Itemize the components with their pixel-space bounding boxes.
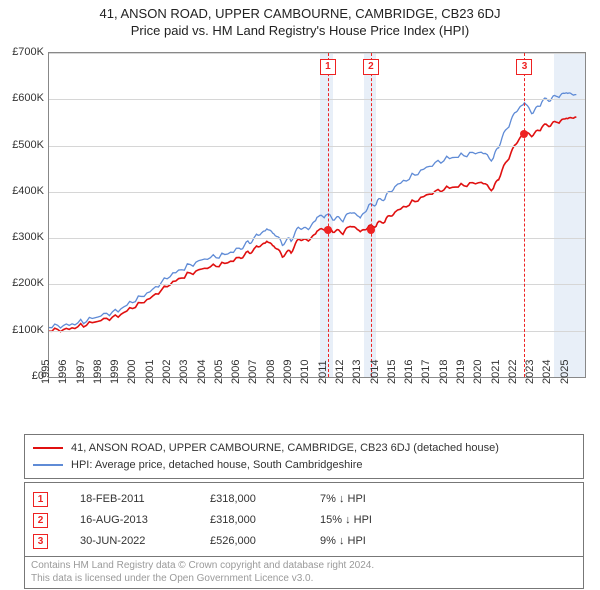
- x-tick-label: 2004: [195, 360, 207, 384]
- x-tick-label: 1999: [109, 360, 121, 384]
- plot-area: 1 2 3: [48, 52, 586, 378]
- x-tick-label: 2006: [230, 360, 242, 384]
- event-badge: 3: [516, 59, 532, 75]
- grid-line: [49, 331, 585, 332]
- series-hpi: [49, 93, 576, 328]
- x-tick-label: 2002: [161, 360, 173, 384]
- event-dash: [328, 53, 329, 377]
- x-tick-label: 2025: [558, 360, 570, 384]
- x-tick-label: 2020: [472, 360, 484, 384]
- x-tick-label: 2024: [541, 360, 553, 384]
- event-row: 2 16-AUG-2013£318,00015% ↓ HPI: [33, 510, 575, 531]
- event-row: 1 18-FEB-2011£318,0007% ↓ HPI: [33, 489, 575, 510]
- x-tick-label: 1997: [74, 360, 86, 384]
- x-tick-label: 2000: [126, 360, 138, 384]
- grid-line: [49, 53, 585, 54]
- x-tick-label: 1998: [92, 360, 104, 384]
- x-tick-label: 2018: [437, 360, 449, 384]
- title-line-1: 41, ANSON ROAD, UPPER CAMBOURNE, CAMBRID…: [0, 6, 600, 23]
- legend-swatch: [33, 464, 63, 466]
- x-tick-label: 2015: [386, 360, 398, 384]
- event-row-date: 30-JUN-2022: [80, 531, 210, 552]
- title-line-2: Price paid vs. HM Land Registry's House …: [0, 23, 600, 40]
- event-row-delta: 7% ↓ HPI: [320, 489, 366, 510]
- event-dash: [524, 53, 525, 377]
- y-tick-label: £700K: [12, 46, 44, 58]
- event-row-badge: 1: [33, 492, 48, 507]
- chart-container: 41, ANSON ROAD, UPPER CAMBOURNE, CAMBRID…: [0, 0, 600, 590]
- event-row-badge: 3: [33, 534, 48, 549]
- x-tick-label: 2007: [247, 360, 259, 384]
- x-tick-label: 2016: [403, 360, 415, 384]
- event-row: 3 30-JUN-2022£526,0009% ↓ HPI: [33, 531, 575, 552]
- line-series-svg: [49, 53, 585, 377]
- event-row-date: 16-AUG-2013: [80, 510, 210, 531]
- x-tick-label: 2009: [282, 360, 294, 384]
- event-row-delta: 9% ↓ HPI: [320, 531, 366, 552]
- y-tick-label: £200K: [12, 277, 44, 289]
- grid-line: [49, 146, 585, 147]
- x-tick-label: 2003: [178, 360, 190, 384]
- event-row-price: £318,000: [210, 489, 320, 510]
- x-tick-label: 2017: [420, 360, 432, 384]
- event-badge: 1: [320, 59, 336, 75]
- x-tick-label: 1995: [40, 360, 52, 384]
- legend-box: 41, ANSON ROAD, UPPER CAMBOURNE, CAMBRID…: [24, 434, 584, 479]
- event-dot: [367, 226, 375, 234]
- grid-line: [49, 192, 585, 193]
- y-tick-label: £100K: [12, 324, 44, 336]
- legend-row: 41, ANSON ROAD, UPPER CAMBOURNE, CAMBRID…: [33, 440, 575, 457]
- x-tick-label: 2022: [507, 360, 519, 384]
- grid-line: [49, 238, 585, 239]
- y-tick-label: £600K: [12, 92, 44, 104]
- grid-line: [49, 284, 585, 285]
- y-tick-label: £500K: [12, 139, 44, 151]
- x-tick-label: 2021: [489, 360, 501, 384]
- x-tick-label: 2001: [143, 360, 155, 384]
- y-tick-label: £300K: [12, 231, 44, 243]
- credits-line-1: Contains HM Land Registry data © Crown c…: [31, 560, 577, 573]
- x-tick-label: 1996: [57, 360, 69, 384]
- event-row-delta: 15% ↓ HPI: [320, 510, 372, 531]
- x-tick-label: 2013: [351, 360, 363, 384]
- x-tick-label: 2019: [455, 360, 467, 384]
- event-row-price: £318,000: [210, 510, 320, 531]
- title-block: 41, ANSON ROAD, UPPER CAMBOURNE, CAMBRID…: [0, 0, 600, 40]
- x-tick-label: 2011: [317, 360, 329, 384]
- event-row-date: 18-FEB-2011: [80, 489, 210, 510]
- grid-line: [49, 99, 585, 100]
- x-tick-label: 2005: [213, 360, 225, 384]
- legend-swatch: [33, 447, 63, 449]
- event-row-price: £526,000: [210, 531, 320, 552]
- y-tick-label: £400K: [12, 185, 44, 197]
- event-row-badge: 2: [33, 513, 48, 528]
- x-tick-label: 2014: [368, 360, 380, 384]
- event-dash: [371, 53, 372, 377]
- legend-label: 41, ANSON ROAD, UPPER CAMBOURNE, CAMBRID…: [71, 440, 499, 457]
- legend-label: HPI: Average price, detached house, Sout…: [71, 457, 362, 474]
- credits-box: Contains HM Land Registry data © Crown c…: [24, 556, 584, 589]
- credits-line-2: This data is licensed under the Open Gov…: [31, 573, 577, 586]
- x-tick-label: 2008: [265, 360, 277, 384]
- x-tick-label: 2023: [524, 360, 536, 384]
- legend-row: HPI: Average price, detached house, Sout…: [33, 457, 575, 474]
- event-dot: [520, 130, 528, 138]
- event-dot: [324, 226, 332, 234]
- event-badge: 2: [363, 59, 379, 75]
- x-tick-label: 2010: [299, 360, 311, 384]
- chart-wrap: 123 £0£100K£200K£300K£400K£500K£600K£700…: [0, 46, 600, 426]
- x-tick-label: 2012: [334, 360, 346, 384]
- events-table: 1 18-FEB-2011£318,0007% ↓ HPI 2 16-AUG-2013…: [24, 482, 584, 557]
